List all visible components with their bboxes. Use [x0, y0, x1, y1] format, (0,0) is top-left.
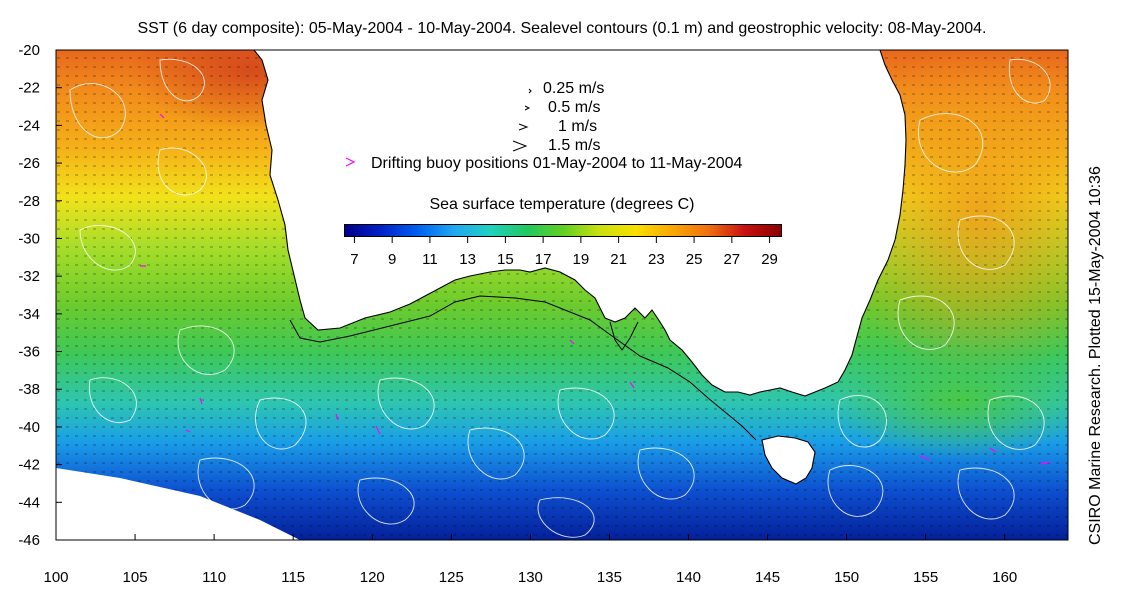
arrow-1	[518, 123, 529, 131]
velocity-legend-15: 1.5 m/s	[548, 137, 601, 154]
y-tick-label: -44	[18, 494, 40, 511]
plot-frame	[55, 49, 1069, 541]
buoy-legend-marker	[345, 157, 356, 167]
y-tick-label: -22	[18, 80, 40, 97]
shelf-contour	[289, 295, 757, 441]
arrow-15	[512, 140, 528, 152]
colorbar-title: Sea surface temperature (degrees C)	[429, 196, 695, 213]
colorbar-tick-label: 17	[534, 251, 552, 268]
colorbar-tick-label: 19	[572, 251, 590, 268]
x-tick-label: 105	[123, 569, 148, 586]
sst-colorbar	[344, 224, 782, 237]
x-tick-label: 115	[281, 569, 305, 586]
colorbar-tick-label: 21	[610, 251, 627, 268]
y-tick-label: -34	[18, 306, 40, 323]
no-data-region	[56, 468, 300, 540]
colorbar-tick-label: 13	[459, 251, 476, 268]
x-tick-label: 130	[518, 569, 543, 586]
gulf-coastline	[609, 321, 639, 351]
arrow-025	[528, 88, 532, 94]
y-tick-label: -38	[18, 381, 40, 398]
colorbar-tick-label: 23	[648, 251, 665, 268]
x-tick-label: 120	[360, 569, 385, 586]
y-tick-label: -26	[18, 155, 40, 172]
y-axis-ticks: -20 -22 -24 -26 -28 -30 -32 -34 -36 -38 -40 -42 -44 -…	[18, 42, 62, 549]
x-tick-label: 150	[834, 569, 859, 586]
x-tick-label: 100	[43, 569, 68, 586]
colorbar-tick-label: 9	[388, 251, 397, 268]
tasmania	[761, 435, 816, 485]
x-tick-label: 145	[755, 569, 780, 586]
buoy-legend-label: Drifting buoy positions 01-May-2004 to 1…	[371, 155, 743, 172]
x-tick-label: 135	[597, 569, 622, 586]
colorbar-tick-label: 7	[350, 251, 359, 268]
y-tick-label: -36	[18, 344, 40, 361]
credit-text: CSIRO Marine Research. Plotted 15-May-20…	[1087, 166, 1104, 545]
x-axis-ticks: 100 105 110 115 120 125 130 135 140 145 150 155 160	[43, 534, 1017, 586]
australia-landmass	[253, 50, 907, 397]
y-tick-label: -30	[18, 230, 40, 247]
colorbar-tick-label: 29	[761, 251, 778, 268]
x-tick-label: 125	[439, 569, 464, 586]
y-tick-label: -28	[18, 193, 40, 210]
y-tick-label: -46	[18, 532, 40, 549]
y-tick-label: -42	[18, 457, 40, 474]
y-tick-label: -20	[18, 42, 40, 59]
velocity-legend-1: 1 m/s	[558, 118, 598, 135]
velocity-legend-arrows	[512, 88, 532, 152]
x-tick-label: 140	[676, 569, 701, 586]
y-tick-label: -40	[18, 419, 40, 436]
y-tick-label: -24	[18, 117, 40, 134]
x-tick-label: 160	[992, 569, 1017, 586]
arrow-05	[524, 105, 531, 111]
buoy-tracks	[140, 113, 1051, 465]
velocity-legend-025: 0.25 m/s	[543, 80, 605, 97]
x-tick-label: 155	[913, 569, 938, 586]
map-title: SST (6 day composite): 05-May-2004 - 10-…	[137, 20, 987, 37]
y-tick-label: -32	[18, 268, 40, 285]
colorbar-tick-label: 11	[422, 251, 438, 268]
x-tick-label: 110	[202, 569, 226, 586]
colorbar-tick-label: 25	[685, 251, 703, 268]
velocity-legend-05: 0.5 m/s	[548, 99, 601, 116]
sealevel-contours	[69, 58, 1051, 538]
colorbar-tick-label: 27	[723, 251, 741, 268]
colorbar-tick-label: 15	[497, 251, 514, 268]
